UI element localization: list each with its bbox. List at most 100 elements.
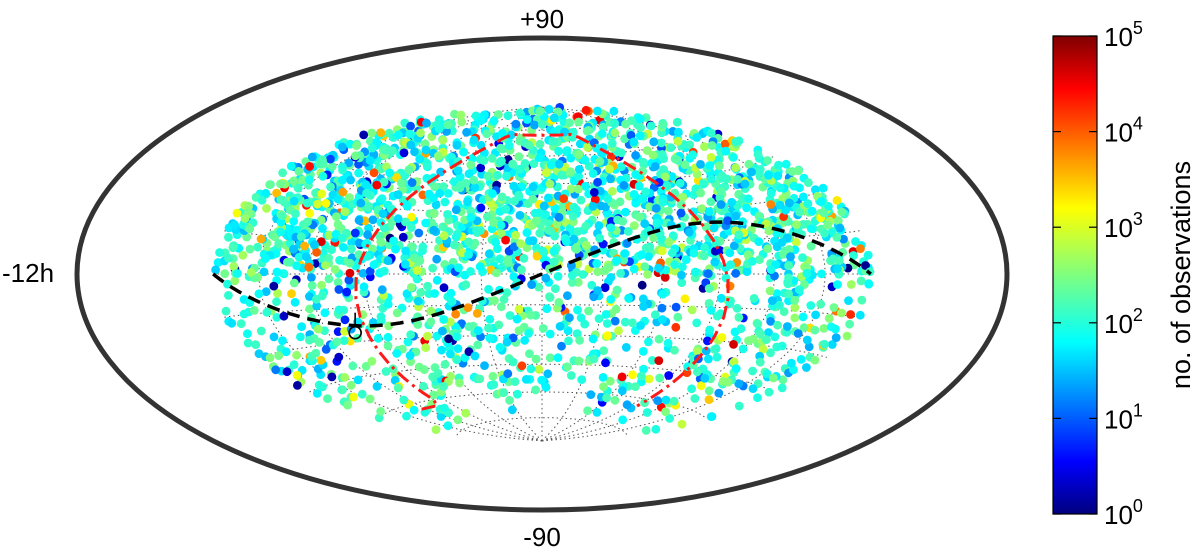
source-point: [426, 306, 436, 316]
source-point: [595, 233, 604, 243]
source-point: [453, 166, 463, 176]
source-point: [670, 154, 680, 164]
source-point: [704, 284, 714, 293]
source-point: [367, 143, 377, 153]
source-point: [628, 370, 637, 380]
source-point: [405, 129, 415, 139]
source-point: [640, 262, 650, 272]
source-point: [338, 385, 347, 395]
source-point: [700, 374, 710, 383]
source-point: [594, 314, 604, 323]
source-point: [321, 199, 331, 208]
source-point: [644, 374, 654, 384]
source-point: [696, 188, 705, 198]
source-point: [413, 296, 423, 306]
source-point: [356, 198, 366, 208]
source-point: [614, 326, 623, 336]
source-point: [677, 278, 687, 287]
source-point: [764, 387, 774, 397]
source-point: [601, 310, 611, 319]
source-point: [687, 384, 696, 394]
source-point: [307, 152, 317, 162]
source-point: [743, 250, 753, 260]
source-point: [361, 180, 371, 190]
source-point: [316, 215, 326, 225]
source-point: [616, 269, 625, 278]
source-point: [693, 347, 702, 356]
source-point: [526, 310, 535, 320]
source-point: [281, 347, 291, 357]
source-point: [406, 330, 416, 340]
source-point: [464, 169, 474, 179]
source-point: [438, 222, 448, 232]
source-point: [819, 208, 829, 218]
source-point: [476, 116, 486, 125]
source-point: [716, 293, 726, 303]
source-point: [796, 355, 806, 364]
source-point: [367, 128, 376, 138]
source-point: [544, 104, 554, 114]
source-point: [513, 389, 522, 399]
source-point: [273, 289, 282, 298]
source-point: [650, 310, 660, 320]
source-point: [598, 122, 608, 132]
source-point: [496, 302, 506, 312]
source-point: [576, 195, 586, 205]
source-point: [861, 261, 870, 270]
source-point: [363, 230, 372, 240]
source-point: [603, 331, 612, 340]
source-point: [651, 204, 661, 213]
source-point: [489, 380, 499, 389]
source-point: [429, 390, 438, 400]
source-point: [641, 187, 650, 197]
source-point: [455, 378, 464, 388]
source-point: [596, 201, 606, 211]
source-point: [640, 219, 650, 229]
source-point: [379, 266, 389, 276]
source-point: [803, 199, 813, 209]
source-point: [508, 159, 518, 169]
source-point: [567, 271, 577, 280]
source-point: [638, 347, 648, 356]
source-point: [421, 343, 431, 353]
source-point: [706, 412, 716, 421]
source-point: [583, 406, 592, 416]
source-point: [786, 252, 795, 261]
source-point: [445, 317, 455, 327]
source-point: [449, 240, 459, 250]
source-point: [326, 182, 335, 192]
source-point: [641, 426, 651, 435]
source-point: [509, 242, 519, 252]
source-point: [345, 268, 355, 278]
source-point: [512, 314, 522, 324]
source-point: [792, 220, 801, 230]
source-point: [498, 129, 507, 138]
source-point: [320, 308, 330, 318]
source-point: [385, 168, 395, 178]
source-point: [265, 180, 275, 190]
source-point: [689, 248, 699, 258]
source-point: [790, 313, 800, 323]
source-point: [646, 121, 656, 131]
source-point: [514, 304, 524, 314]
source-point: [480, 361, 489, 370]
source-point: [244, 201, 254, 211]
source-point: [305, 304, 315, 314]
source-point: [650, 162, 660, 171]
source-point: [574, 117, 583, 127]
source-point: [723, 377, 733, 387]
source-point: [333, 194, 343, 204]
source-point: [734, 313, 744, 322]
source-point: [333, 327, 343, 336]
source-point: [501, 204, 511, 214]
source-point: [647, 356, 657, 365]
source-point: [623, 227, 633, 236]
source-point: [312, 301, 322, 311]
source-point: [655, 373, 665, 383]
source-point: [756, 329, 765, 339]
source-point: [451, 205, 461, 215]
source-point: [339, 243, 348, 252]
source-point: [648, 150, 658, 160]
source-point: [592, 259, 602, 268]
source-point: [567, 278, 577, 287]
